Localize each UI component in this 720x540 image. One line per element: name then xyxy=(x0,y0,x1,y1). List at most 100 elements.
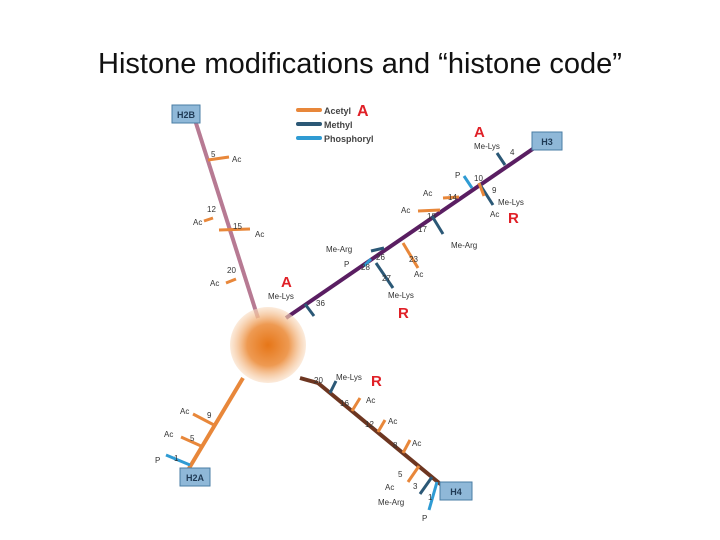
h4-site-20: 20 Me-Lys R xyxy=(314,373,382,394)
h4-site-5: 5 Ac xyxy=(385,465,421,492)
mod-label: Ac xyxy=(385,483,394,492)
mod-label: Ac xyxy=(180,407,189,416)
h4-tail-start xyxy=(299,376,319,385)
h3-site-26: 26 Me-Arg xyxy=(326,245,385,262)
legend-activate-mark: A xyxy=(357,103,369,120)
mod-label: Ac xyxy=(412,439,421,448)
nucleosome-core xyxy=(230,307,306,383)
mod-label: Me-Lys xyxy=(388,291,414,300)
mod-label-2: Ac xyxy=(490,210,499,219)
h3-site-4: Me-Lys 4 A xyxy=(474,124,515,166)
h2a-tail xyxy=(186,376,245,472)
activate-mark: A xyxy=(281,274,292,291)
site-number: 9 xyxy=(207,411,212,420)
site-number: 5 xyxy=(211,150,216,159)
mod-label: P xyxy=(422,514,427,523)
site-number: 27 xyxy=(382,274,391,283)
site-number: 15 xyxy=(233,222,242,231)
site-number: 26 xyxy=(376,253,385,262)
site-number: 12 xyxy=(207,205,216,214)
h2a-site-1: 1 P xyxy=(155,453,191,467)
h2b-site-5: 5 Ac xyxy=(207,150,241,164)
mod-label: Me-Lys xyxy=(336,373,362,382)
site-number: 23 xyxy=(409,255,418,264)
h4-label: H4 xyxy=(450,487,462,497)
repress-mark: R xyxy=(398,305,409,322)
h3-site-14: 14 Ac xyxy=(423,189,460,202)
mod-label: P xyxy=(455,171,460,180)
h2b-box: H2B xyxy=(171,104,201,124)
h3-site-28: 28 P xyxy=(344,257,373,272)
mod-label: Me-Lys xyxy=(474,142,500,151)
mod-label: Ac xyxy=(164,430,173,439)
h2a-box: H2A xyxy=(179,467,211,487)
site-number: 14 xyxy=(448,193,457,202)
repress-mark: R xyxy=(371,373,382,390)
h4-site-12: 12 Ac xyxy=(365,417,397,433)
h2a-site-5: 5 Ac xyxy=(164,430,202,448)
site-number: 20 xyxy=(227,266,236,275)
mod-label: Ac xyxy=(401,206,410,215)
h3-site-27: 27 Me-Lys R xyxy=(374,262,414,322)
site-number: 1 xyxy=(428,493,433,502)
h3-site-36: 36 Me-Lys A xyxy=(268,274,325,317)
mod-label: Me-Lys xyxy=(498,198,524,207)
site-number: 20 xyxy=(314,376,323,385)
site-number: 5 xyxy=(398,470,403,479)
site-number: 5 xyxy=(190,434,195,443)
mod-label: Ac xyxy=(255,230,264,239)
h2a-site-9: 9 Ac xyxy=(180,407,215,427)
mod-label: Ac xyxy=(193,218,202,227)
h4-site-8: 8 Ac xyxy=(393,439,421,454)
site-number: 12 xyxy=(365,420,374,429)
legend-acetyl-label: Acetyl xyxy=(324,106,351,116)
h3-site-10: P 10 xyxy=(455,171,483,189)
mod-label: P xyxy=(344,260,349,269)
mod-label: Me-Arg xyxy=(378,498,404,507)
h4-tail xyxy=(316,381,452,494)
mod-label: Ac xyxy=(414,270,423,279)
mod-label: Me-Arg xyxy=(326,245,352,254)
h2b-site-15: 15 Ac xyxy=(218,222,264,239)
h2a-label: H2A xyxy=(186,473,205,483)
h3-site-23: 23 Ac xyxy=(401,242,423,279)
site-number: 36 xyxy=(316,299,325,308)
mod-label: P xyxy=(155,456,160,465)
h4-site-3: 3 Me-Arg xyxy=(378,476,434,507)
mod-label: Ac xyxy=(388,417,397,426)
h4-box: H4 xyxy=(439,481,473,501)
activate-mark: A xyxy=(474,124,485,141)
site-number: 16 xyxy=(340,399,349,408)
site-number: 9 xyxy=(492,186,497,195)
mod-label: Me-Lys xyxy=(268,292,294,301)
mod-label: Ac xyxy=(423,189,432,198)
h4-site-1: 1 P xyxy=(422,481,439,523)
mod-label: Ac xyxy=(232,155,241,164)
legend-phosphoryl-label: Phosphoryl xyxy=(324,134,374,144)
legend: Acetyl A Methyl Phosphoryl xyxy=(296,103,374,144)
mod-label: Ac xyxy=(210,279,219,288)
h3-label: H3 xyxy=(541,137,553,147)
h4-site-16: 16 Ac xyxy=(340,396,375,412)
mod-label: Ac xyxy=(366,396,375,405)
mod-label: Me-Arg xyxy=(451,241,477,250)
site-number: 1 xyxy=(174,454,179,463)
site-number: 8 xyxy=(393,441,398,450)
site-number: 4 xyxy=(510,148,515,157)
h3-tail xyxy=(284,142,542,320)
site-number: 3 xyxy=(413,482,418,491)
h3-site-9: 9 Me-Lys Ac R xyxy=(477,182,524,227)
h3-site-17: 17 Me-Arg xyxy=(418,215,477,250)
repress-mark: R xyxy=(508,210,519,227)
site-number: 17 xyxy=(418,225,427,234)
slide-title: Histone modifications and “histone code” xyxy=(98,48,622,80)
site-number: 28 xyxy=(361,263,370,272)
h2b-label: H2B xyxy=(177,110,196,120)
h3-box: H3 xyxy=(531,131,563,151)
h2b-site-12: 12 Ac xyxy=(193,205,216,227)
h2b-site-20: 20 Ac xyxy=(210,266,237,288)
site-number: 10 xyxy=(474,174,483,183)
h2b-tail xyxy=(193,119,260,319)
legend-methyl-label: Methyl xyxy=(324,120,353,130)
